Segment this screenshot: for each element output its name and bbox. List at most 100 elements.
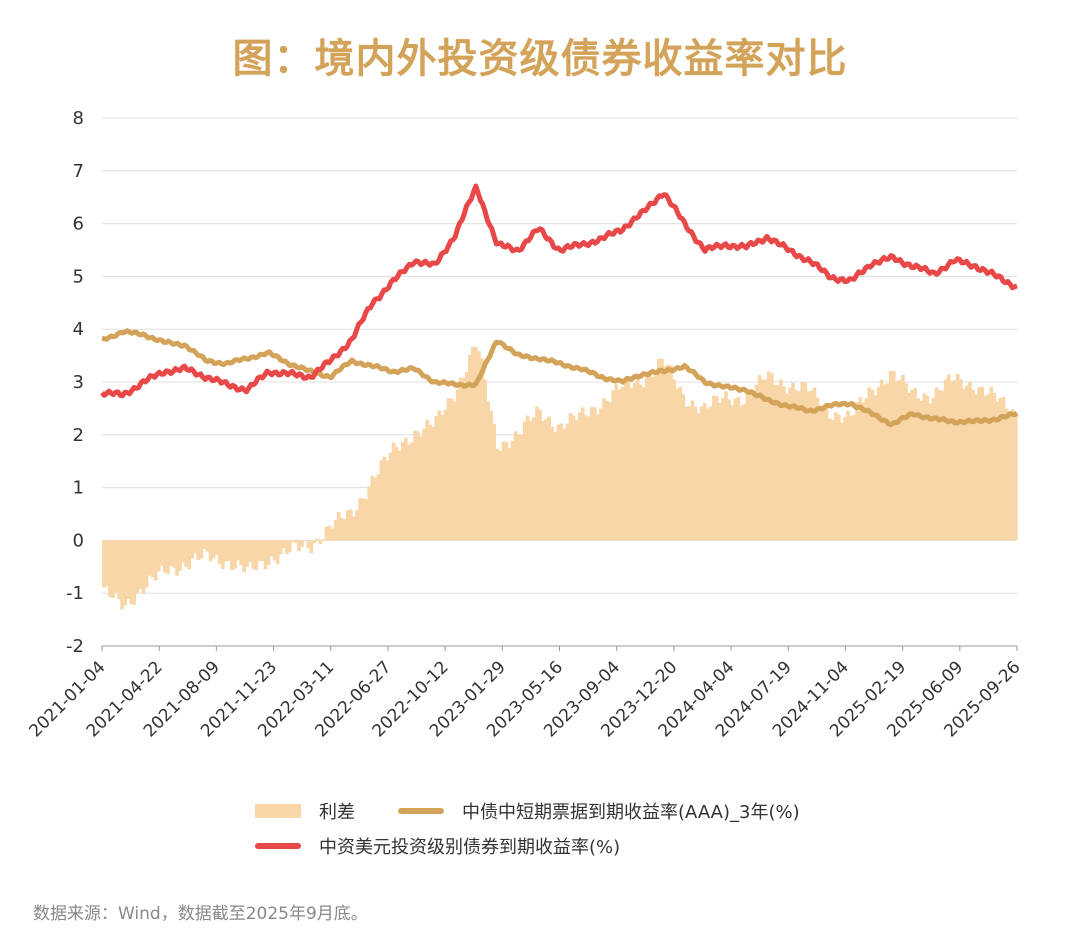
spread-bar [727, 399, 731, 541]
spread-bar [275, 540, 280, 565]
spread-bar [102, 540, 106, 588]
spread-bar [547, 416, 551, 541]
spread-bar [422, 428, 426, 541]
spread-bar [882, 384, 887, 541]
spread-bar [214, 540, 219, 555]
spread-bar [782, 386, 786, 541]
spread-bar [413, 430, 417, 541]
spread-bar [864, 398, 869, 541]
spread-bar [471, 346, 475, 541]
spread-bar [123, 540, 127, 606]
spread-bar [233, 540, 237, 569]
spread-bar [504, 442, 509, 541]
spread-bar [522, 421, 527, 541]
spread-bar [593, 407, 597, 541]
y-tick-label: 1 [73, 478, 84, 499]
spread-bar [556, 424, 561, 541]
spread-bar [898, 380, 902, 541]
spread-bar [452, 401, 457, 541]
spread-bar [349, 509, 353, 541]
spread-bar [843, 417, 847, 541]
spread-bar [288, 540, 292, 553]
spread-bar [858, 397, 863, 541]
spread-bar [388, 452, 393, 541]
spread-bar [821, 404, 826, 541]
spread-bar [205, 540, 210, 552]
spread-bar [169, 540, 173, 566]
spread-bar [400, 441, 405, 541]
spread-bar [525, 415, 530, 541]
spread-bar [574, 420, 579, 541]
spread-bar [705, 408, 710, 541]
spread-bar [217, 540, 222, 564]
spread-bar [654, 371, 658, 541]
spread-bar [623, 377, 628, 541]
spread-bar [803, 382, 808, 541]
spread-bar [632, 383, 637, 541]
spread-bar [163, 540, 167, 573]
spread-bar [980, 386, 985, 541]
spread-bar [550, 426, 554, 541]
spread-bar [138, 540, 143, 590]
spread-bar [684, 406, 689, 541]
spread-bar [855, 402, 859, 541]
legend-item-domestic: 中债中短期票据到期收益率(AAA)_3年(%) [398, 798, 800, 824]
spread-bar [660, 358, 664, 541]
spread-bar [751, 394, 756, 541]
spread-bar [263, 540, 268, 570]
spread-bar [678, 386, 683, 541]
spread-bar [394, 446, 399, 541]
spread-bar [416, 431, 420, 541]
spread-bar [870, 389, 875, 541]
spread-bar [278, 540, 283, 555]
spread-bar [355, 510, 359, 541]
spread-bar [824, 406, 829, 541]
spread-bar [818, 407, 823, 541]
spread-bar [126, 540, 131, 599]
spread-bar [794, 390, 798, 541]
spread-bar [651, 376, 655, 541]
spread-bar [690, 400, 695, 541]
spread-bar [382, 456, 387, 541]
spread-bar [464, 372, 469, 541]
spread-bar [901, 374, 905, 541]
spread-bar [376, 474, 381, 541]
y-tick-label: 8 [73, 108, 84, 129]
spread-bar [608, 402, 612, 541]
legend-label-overseas: 中资美元投资级别债券到期收益率(%) [319, 837, 621, 858]
legend-item-spread: 利差 [255, 798, 355, 824]
spread-bar [245, 540, 249, 567]
spread-bar [962, 389, 966, 541]
spread-bar [928, 403, 933, 541]
spread-bar [635, 377, 640, 541]
x-axis-ticks: 2021-01-042021-04-222021-08-092021-11-23… [26, 646, 1025, 741]
domestic-yield-line [101, 328, 1019, 428]
spread-bar [364, 499, 368, 541]
spread-bar [446, 398, 451, 541]
spread-bar [669, 365, 673, 541]
spread-bar [812, 387, 817, 541]
spread-bar [766, 371, 771, 541]
chart-title-text: 图：境内外投资级债券收益率对比 [232, 36, 848, 82]
spread-bar [1013, 413, 1018, 541]
spread-bar [141, 540, 146, 594]
spread-bar [861, 402, 866, 541]
spread-bar [733, 398, 737, 541]
y-axis-ticks: 8 7 6 5 4 3 2 1 0 -1 -2 [66, 108, 84, 657]
spread-bar [538, 409, 542, 541]
legend-label-spread: 利差 [319, 802, 355, 823]
spread-bar [477, 351, 481, 541]
spread-bar [196, 540, 201, 561]
spread-bar [800, 381, 805, 541]
spread-bar [910, 389, 914, 541]
spread-bar [724, 391, 728, 541]
spread-bar [946, 374, 951, 541]
spread-bar [998, 397, 1003, 541]
spread-bar [105, 540, 109, 587]
spread-bar [230, 540, 234, 571]
spread-bar [626, 380, 631, 541]
y-tick-label: 4 [73, 319, 84, 340]
spread-bar [562, 428, 567, 541]
spread-bar [285, 540, 289, 554]
spread-bar [342, 519, 347, 541]
